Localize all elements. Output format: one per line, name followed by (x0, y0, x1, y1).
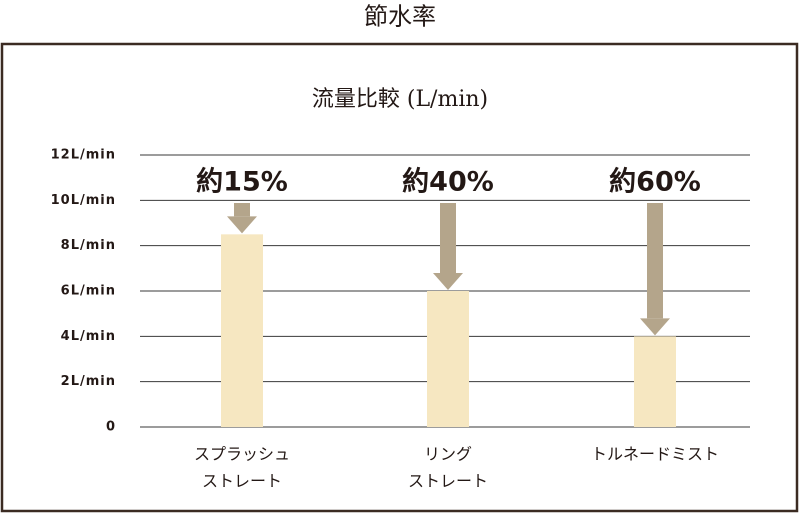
arrow-shaft (440, 203, 456, 273)
bar (634, 336, 676, 427)
x-tick-label: スプラッシュ (194, 445, 290, 464)
bar (427, 291, 469, 427)
arrow-head (433, 273, 463, 290)
x-tick-label: ストレート (202, 472, 282, 491)
x-tick-label: トルネードミスト (591, 445, 719, 464)
bar (221, 234, 263, 427)
frame (0, 42, 799, 513)
x-tick-label: リング (424, 445, 472, 464)
y-tick-label: 4L/min (61, 329, 116, 344)
y-tick-label: 0 (106, 420, 116, 435)
annotation: 約60% (609, 166, 701, 198)
y-tick-label: 8L/min (61, 238, 116, 253)
arrow-head (227, 216, 257, 234)
chart-subtitle: 流量比較 (L/min) (312, 87, 488, 112)
x-tick-label: ストレート (408, 472, 488, 491)
y-tick-label: 12L/min (51, 148, 116, 163)
annotation: 約40% (402, 166, 494, 198)
arrow-head (640, 318, 670, 336)
annotation: 約15% (196, 166, 288, 198)
arrow-shaft (647, 203, 663, 319)
arrow-shaft (234, 203, 250, 217)
y-tick-label: 10L/min (51, 193, 116, 208)
y-tick-label: 6L/min (61, 284, 116, 299)
y-tick-label: 2L/min (61, 374, 116, 389)
chart-title: 節水率 (364, 3, 436, 31)
